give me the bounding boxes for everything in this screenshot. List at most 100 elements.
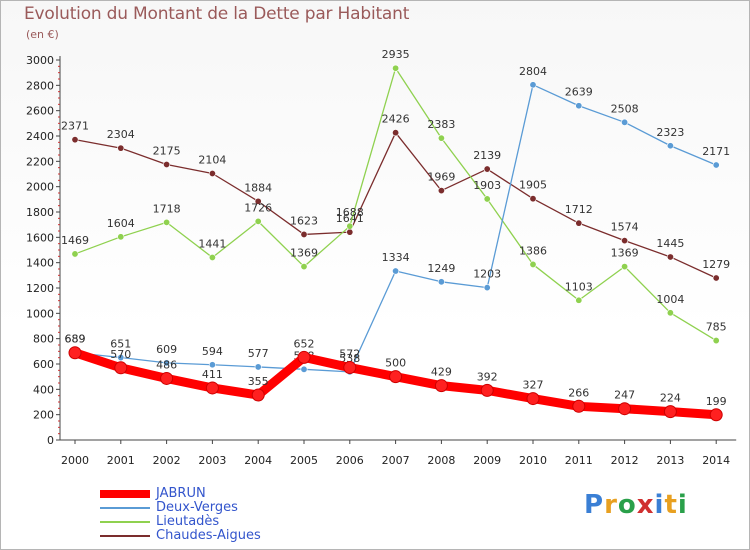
data-point — [114, 361, 128, 375]
data-point — [392, 64, 400, 72]
data-label: 2935 — [382, 48, 410, 61]
data-point — [666, 309, 674, 317]
data-point — [480, 383, 494, 397]
data-label: 1103 — [565, 280, 593, 293]
data-point — [346, 222, 354, 230]
data-point — [254, 217, 262, 225]
data-label: 266 — [568, 386, 589, 399]
data-point — [300, 365, 308, 373]
data-label: 652 — [294, 337, 315, 350]
data-label: 500 — [385, 357, 406, 370]
data-point — [437, 134, 445, 142]
data-point — [208, 253, 216, 261]
data-label: 1903 — [473, 179, 501, 192]
data-point — [437, 278, 445, 286]
data-point — [529, 81, 537, 89]
data-label: 538 — [339, 352, 360, 365]
data-point — [575, 296, 583, 304]
data-label: 689 — [65, 333, 86, 346]
proxiti-logo: Proxiti — [584, 490, 688, 520]
data-label: 1718 — [153, 202, 181, 215]
data-label: 2508 — [611, 102, 639, 115]
data-label: 355 — [248, 375, 269, 388]
data-label: 429 — [431, 366, 452, 379]
data-label: 570 — [110, 348, 131, 361]
data-point — [297, 350, 311, 364]
y-tick-label: 1200 — [26, 282, 54, 295]
data-point — [208, 361, 216, 369]
data-point — [205, 381, 219, 395]
data-label: 2639 — [565, 86, 593, 99]
legend-item: Chaudes-Aigues — [100, 528, 360, 544]
data-label: 1905 — [519, 179, 547, 192]
x-tick-label: 2010 — [519, 454, 547, 467]
data-point — [160, 371, 174, 385]
y-tick-label: 1400 — [26, 257, 54, 270]
data-point — [666, 142, 674, 150]
legend-item: JABRUN — [100, 486, 360, 502]
y-tick-label: 3000 — [26, 54, 54, 67]
data-point — [434, 379, 448, 393]
data-point — [117, 144, 125, 152]
data-label: 1441 — [198, 237, 226, 250]
data-point — [666, 253, 674, 261]
legend-item: Deux-Verges — [100, 500, 360, 516]
data-label: 1445 — [656, 237, 684, 250]
x-tick-label: 2006 — [336, 454, 364, 467]
data-point — [437, 187, 445, 195]
data-label: 577 — [248, 347, 269, 360]
data-label: 785 — [706, 321, 727, 334]
data-point — [663, 405, 677, 419]
x-tick-label: 2004 — [244, 454, 272, 467]
data-label: 1604 — [107, 217, 135, 230]
y-tick-label: 0 — [47, 434, 54, 447]
data-point — [529, 260, 537, 268]
x-tick-label: 2003 — [198, 454, 226, 467]
data-point — [483, 284, 491, 292]
data-label: 1386 — [519, 244, 547, 257]
x-tick-label: 2005 — [290, 454, 318, 467]
x-tick-label: 2011 — [565, 454, 593, 467]
data-point — [68, 346, 82, 360]
x-tick-label: 2000 — [61, 454, 89, 467]
y-tick-label: 200 — [33, 409, 54, 422]
y-tick-label: 1600 — [26, 231, 54, 244]
data-label: 1969 — [427, 171, 455, 184]
data-point — [163, 161, 171, 169]
data-point — [163, 218, 171, 226]
data-label: 1004 — [656, 293, 684, 306]
data-label: 1369 — [290, 247, 318, 260]
data-point — [621, 118, 629, 126]
data-point — [300, 230, 308, 238]
data-label: 1712 — [565, 203, 593, 216]
data-point — [575, 102, 583, 110]
legend-swatch — [100, 521, 150, 523]
data-point — [254, 363, 262, 371]
x-tick-label: 2007 — [382, 454, 410, 467]
y-tick-label: 400 — [33, 383, 54, 396]
data-point — [709, 408, 723, 422]
data-point — [389, 370, 403, 384]
data-point — [71, 136, 79, 144]
legend-label: Deux-Verges — [156, 500, 238, 515]
data-point — [254, 197, 262, 205]
data-label: 2426 — [382, 113, 410, 126]
data-point — [71, 250, 79, 258]
data-label: 199 — [706, 395, 727, 408]
data-label: 1334 — [382, 251, 410, 264]
data-label: 247 — [614, 389, 635, 402]
data-point — [618, 402, 632, 416]
data-point — [483, 195, 491, 203]
data-label: 1369 — [611, 247, 639, 260]
data-label: 2175 — [153, 145, 181, 158]
data-label: 689 — [65, 333, 86, 346]
x-tick-label: 2014 — [702, 454, 730, 467]
data-label: 2139 — [473, 149, 501, 162]
data-point — [712, 274, 720, 282]
chart-title: Evolution du Montant de la Dette par Hab… — [24, 4, 410, 24]
y-tick-label: 2600 — [26, 105, 54, 118]
data-label: 1884 — [244, 181, 272, 194]
data-label: 486 — [156, 358, 177, 371]
data-label: 2383 — [427, 118, 455, 131]
